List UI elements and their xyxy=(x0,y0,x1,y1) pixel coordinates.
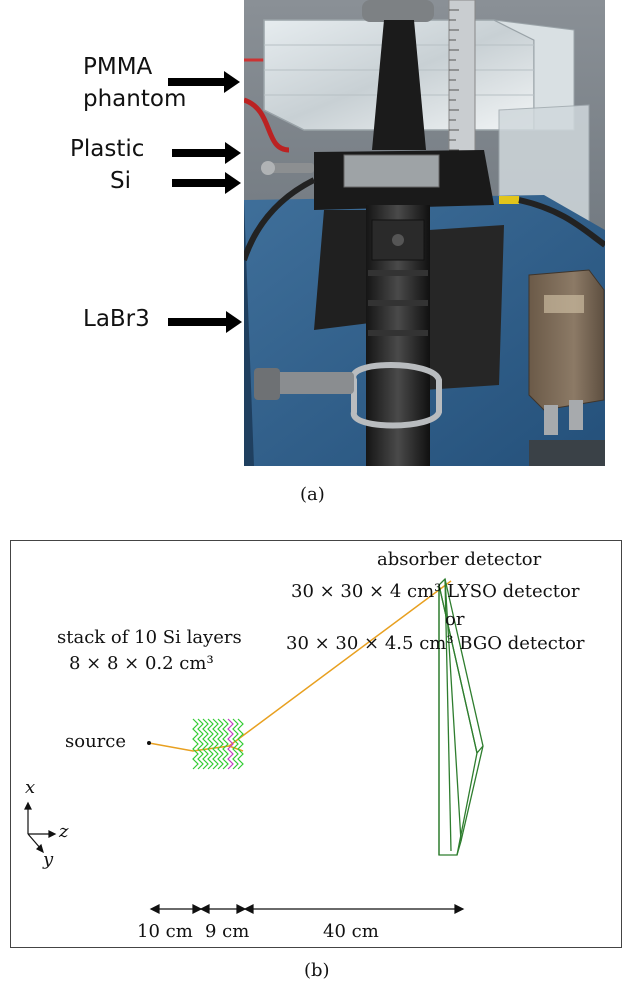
axis-y-label: y xyxy=(43,849,54,870)
axis-x-label: x xyxy=(25,777,36,798)
label-pmma-line2: phantom xyxy=(83,86,187,112)
arrow-labr3 xyxy=(168,311,242,333)
arrow-si xyxy=(172,172,241,194)
label-labr3: LaBr3 xyxy=(83,306,150,332)
or-text: or xyxy=(445,609,465,630)
bgo-line: 30 × 30 × 4.5 cm³ BGO detector xyxy=(286,633,585,654)
axis-z-label: z xyxy=(59,821,69,842)
caption-b: (b) xyxy=(304,960,330,981)
label-plastic: Plastic xyxy=(70,136,145,162)
arrow-plastic xyxy=(172,142,241,164)
lyso-line: 30 × 30 × 4 cm³ LYSO detector xyxy=(291,581,580,602)
distance-label-3: 40 cm xyxy=(323,921,379,942)
gamma-path xyxy=(148,580,452,752)
label-si: Si xyxy=(110,168,131,194)
caption-a: (a) xyxy=(300,484,325,505)
stack-line1: stack of 10 Si layers xyxy=(57,627,242,648)
source-label: source xyxy=(65,731,127,752)
setup-diagram xyxy=(24,577,484,914)
distance-label-2: 9 cm xyxy=(205,921,250,942)
si-stack xyxy=(192,718,244,770)
absorber-box xyxy=(438,577,484,856)
panel-b-frame: absorber detector 30 × 30 × 4 cm³ LYSO d… xyxy=(10,540,622,948)
distance-arrows xyxy=(149,904,465,914)
arrow-pmma xyxy=(168,71,240,93)
experiment-photo xyxy=(244,0,605,466)
absorber-title: absorber detector xyxy=(377,549,542,570)
distance-label-1: 10 cm xyxy=(137,921,193,942)
label-pmma-line1: PMMA xyxy=(83,54,153,80)
stack-line2: 8 × 8 × 0.2 cm³ xyxy=(69,653,214,674)
axes-glyph xyxy=(24,801,57,854)
source-point xyxy=(147,741,151,745)
